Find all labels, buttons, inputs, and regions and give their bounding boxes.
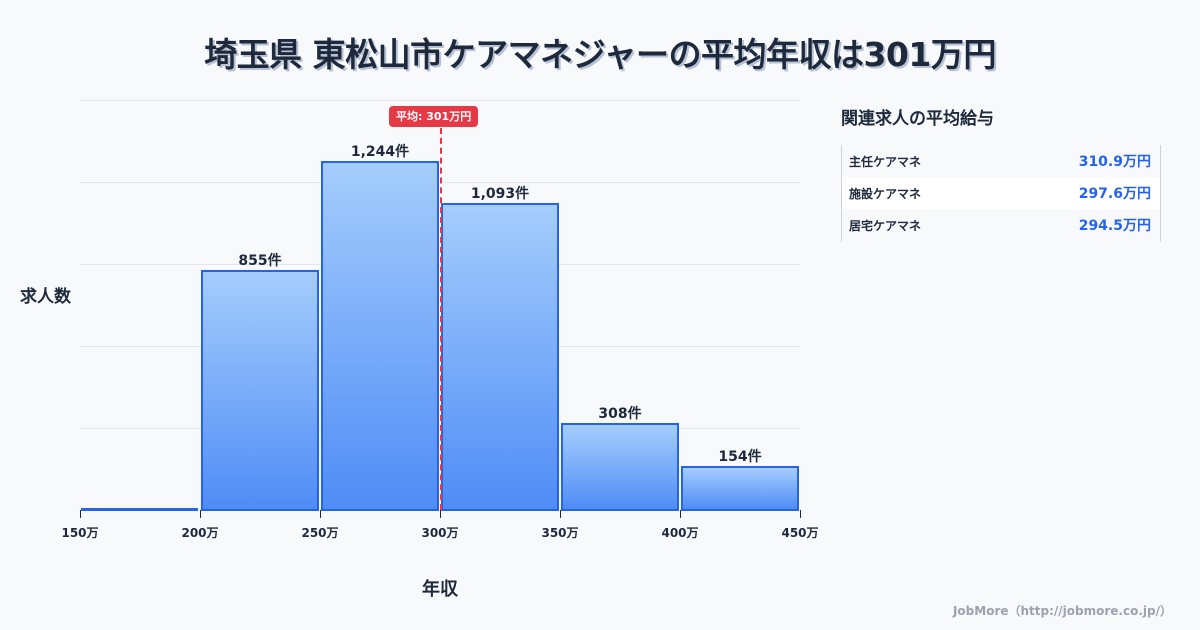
bar-value-label: 154件 xyxy=(718,449,762,465)
job-name: 施設ケアマネ xyxy=(849,186,922,201)
x-tick-label: 200万 xyxy=(181,526,219,540)
x-tick-label: 250万 xyxy=(301,526,339,540)
job-name: 主任ケアマネ xyxy=(849,154,922,169)
average-line xyxy=(440,128,442,510)
x-tick-label: 400万 xyxy=(661,526,699,540)
bar-300-350 xyxy=(441,203,559,511)
job-name: 居宅ケアマネ xyxy=(849,218,922,233)
histogram-chart: 855件 1,244件 1,093件 308件 154件 平均: 301万円 1… xyxy=(20,100,819,600)
bar-value-label: 855件 xyxy=(238,253,282,269)
job-salary: 310.9万円 xyxy=(1078,154,1151,170)
x-tick-label: 150万 xyxy=(61,526,99,540)
x-tick-label: 300万 xyxy=(421,526,459,540)
x-tick xyxy=(560,510,561,518)
average-badge: 平均: 301万円 xyxy=(389,106,479,127)
bar-250-300 xyxy=(321,161,439,511)
table-row: 居宅ケアマネ 294.5万円 xyxy=(842,209,1160,241)
x-tick xyxy=(800,510,801,518)
x-tick xyxy=(440,510,441,518)
gridline xyxy=(80,100,800,101)
table-row: 主任ケアマネ 310.9万円 xyxy=(842,145,1160,177)
x-tick-label: 450万 xyxy=(781,526,819,540)
related-salaries-title: 関連求人の平均給与 xyxy=(841,109,994,129)
bar-350-400 xyxy=(561,423,679,511)
footer-credit: JobMore（http://jobmore.co.jp/） xyxy=(952,604,1172,618)
x-tick xyxy=(680,510,681,518)
bar-value-label: 1,093件 xyxy=(470,186,530,202)
x-axis-label: 年収 xyxy=(422,579,458,600)
table-row: 施設ケアマネ 297.6万円 xyxy=(842,177,1160,209)
bar-200-250 xyxy=(201,270,319,511)
bar-value-label: 308件 xyxy=(598,406,642,422)
x-tick xyxy=(200,510,201,518)
bar-400-450 xyxy=(681,466,799,511)
page-title: 埼玉県 東松山市ケアマネジャーの平均年収は301万円 xyxy=(204,35,996,74)
x-tick xyxy=(80,510,81,518)
job-salary: 294.5万円 xyxy=(1078,218,1151,234)
bar-value-label: 1,244件 xyxy=(350,144,410,160)
y-axis-label: 求人数 xyxy=(20,287,71,307)
x-tick-label: 350万 xyxy=(541,526,579,540)
job-salary: 297.6万円 xyxy=(1078,186,1151,202)
related-salaries-table: 主任ケアマネ 310.9万円 施設ケアマネ 297.6万円 居宅ケアマネ 294… xyxy=(841,145,1161,242)
bar-150-200 xyxy=(81,508,198,511)
x-tick xyxy=(320,510,321,518)
